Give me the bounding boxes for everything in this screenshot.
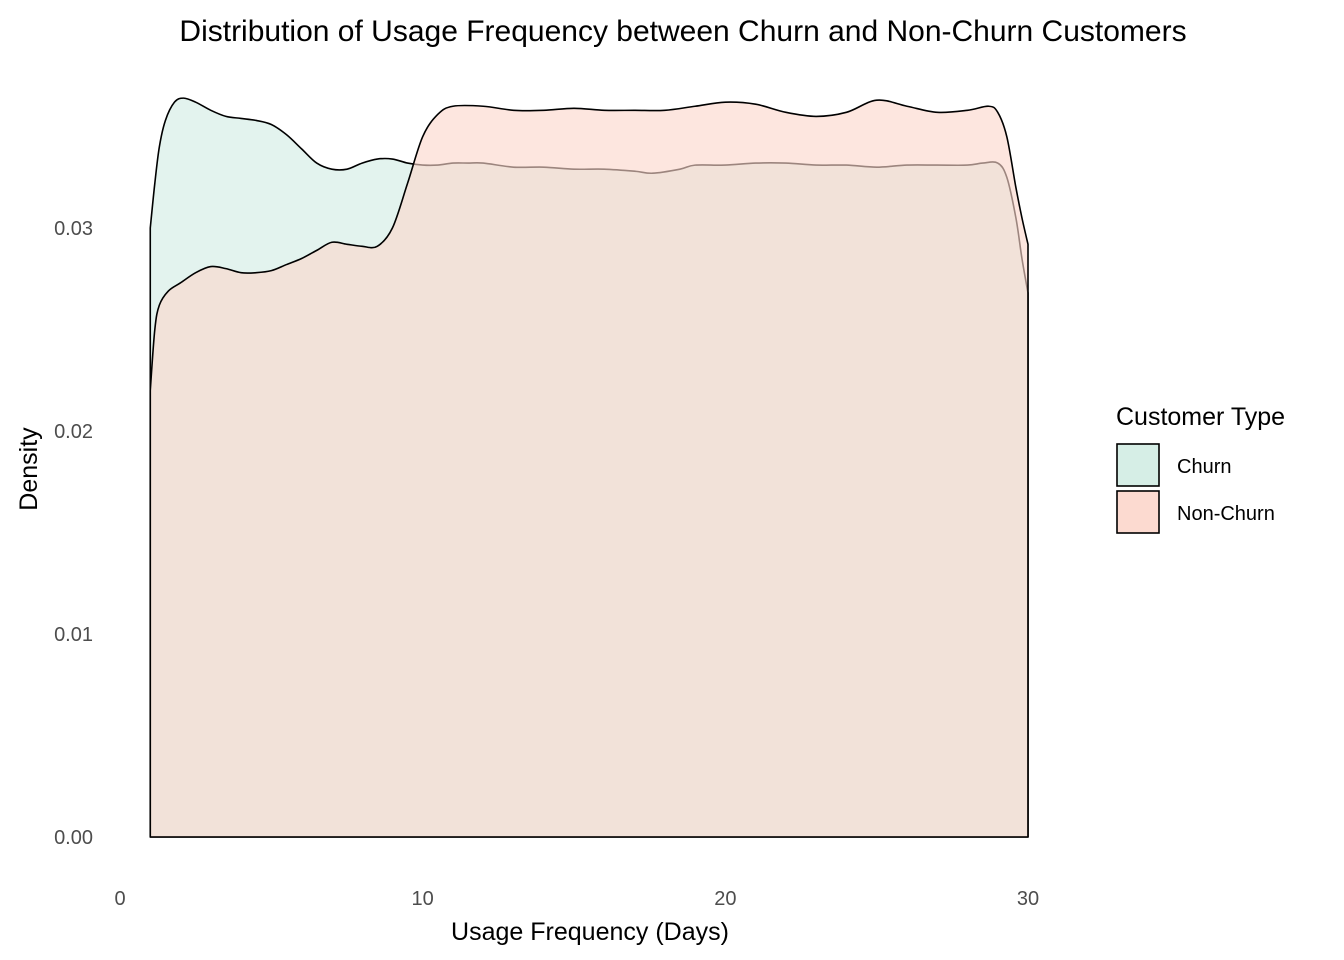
y-tick-label: 0.02 [54, 421, 93, 443]
y-tick-label: 0.03 [54, 218, 93, 240]
legend-key-non-churn [1116, 490, 1160, 534]
x-axis: 0 10 20 30 [114, 888, 1039, 910]
legend-label: Churn [1177, 456, 1231, 478]
y-tick-label: 0.01 [54, 624, 93, 646]
x-tick-label: 0 [114, 888, 125, 910]
density-area-non-churn [149, 99, 1029, 838]
y-tick-label: 0.00 [54, 827, 93, 849]
chart-title: Distribution of Usage Frequency between … [179, 15, 1186, 48]
y-axis: 0.00 0.01 0.02 0.03 [54, 218, 93, 849]
x-tick-label: 10 [412, 888, 434, 910]
legend-title: Customer Type [1116, 403, 1285, 431]
plot-area [149, 97, 1029, 838]
x-axis-title: Usage Frequency (Days) [451, 918, 729, 946]
legend-label: Non-Churn [1177, 503, 1275, 525]
y-axis-title: Density [15, 427, 43, 511]
legend-key-churn [1116, 443, 1160, 487]
legend: Customer Type Churn Non-Churn [1116, 403, 1285, 534]
x-tick-label: 20 [714, 888, 736, 910]
x-tick-label: 30 [1017, 888, 1039, 910]
